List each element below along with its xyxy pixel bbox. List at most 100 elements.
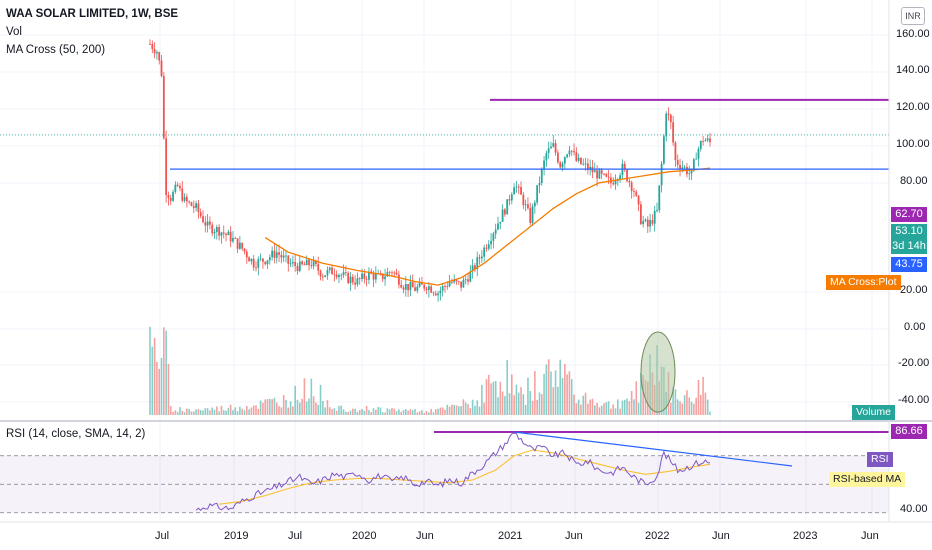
volume-bar xyxy=(227,408,230,415)
bar-countdown-tag: 3d 14h xyxy=(891,239,927,254)
candle-body xyxy=(536,185,539,203)
candle-body xyxy=(515,186,518,188)
volume-bar xyxy=(391,407,393,415)
candle-body xyxy=(644,219,647,221)
candle-body xyxy=(266,260,269,265)
volume-bar xyxy=(437,408,439,415)
candle-body xyxy=(199,212,202,217)
candle-body xyxy=(547,148,550,153)
currency-badge[interactable]: INR xyxy=(901,7,925,25)
volume-bar xyxy=(699,394,702,415)
volume-bar xyxy=(508,393,511,415)
volume-highlight-ellipse[interactable] xyxy=(640,331,676,413)
candle-body xyxy=(646,219,649,227)
candle-body xyxy=(626,169,628,182)
candle-body xyxy=(206,221,209,226)
volume-bar xyxy=(421,410,423,415)
rsi-high-tag[interactable]: 86.66 xyxy=(891,424,927,439)
volume-bar xyxy=(418,411,421,415)
candle-body xyxy=(649,220,651,227)
candle-body xyxy=(245,251,248,258)
candle-body xyxy=(262,258,264,262)
time-tick: 2023 xyxy=(793,530,818,542)
candle-body xyxy=(676,160,679,165)
volume-bar xyxy=(225,410,227,415)
candle-body xyxy=(566,154,569,158)
candle-body xyxy=(552,143,555,147)
candle-body xyxy=(688,173,691,175)
price-tick: -40.00 xyxy=(898,394,930,406)
candle-body xyxy=(501,209,504,222)
volume-bar xyxy=(211,407,214,415)
volume-bar xyxy=(335,410,338,415)
candle-body xyxy=(381,273,384,280)
candle-body xyxy=(363,273,366,279)
candle-body xyxy=(563,157,566,164)
volume-legend[interactable]: Vol xyxy=(6,26,22,38)
resistance-price-tag[interactable]: 62.70 xyxy=(891,207,927,222)
candle-body xyxy=(236,238,239,249)
volume-bar xyxy=(232,410,234,415)
volume-bar xyxy=(458,406,460,415)
volume-bar xyxy=(460,406,462,415)
volume-bar xyxy=(358,409,361,415)
candle-body xyxy=(494,229,497,234)
price-tick: 0.00 xyxy=(904,321,926,333)
ma-cross-legend[interactable]: MA Cross (50, 200) xyxy=(6,44,106,56)
candle-body xyxy=(653,210,656,224)
support-price-tag[interactable]: 43.75 xyxy=(891,257,927,272)
candle-body xyxy=(347,272,350,284)
candle-body xyxy=(706,138,709,141)
candle-body xyxy=(220,232,223,236)
candle-body xyxy=(255,267,257,269)
volume-bar xyxy=(642,375,644,415)
candle-body xyxy=(598,170,601,179)
volume-tag: Volume xyxy=(852,405,896,420)
volume-bar xyxy=(704,392,707,415)
candle-body xyxy=(225,233,227,236)
volume-bar xyxy=(381,412,384,415)
volume-bar xyxy=(540,394,543,415)
candle-body xyxy=(480,256,483,259)
candle-body xyxy=(298,261,301,272)
candle-body xyxy=(660,163,663,186)
volume-bar xyxy=(402,410,405,415)
volume-bar xyxy=(296,399,299,415)
volume-bar xyxy=(474,405,476,415)
candle-body xyxy=(455,279,458,282)
candle-body xyxy=(165,138,168,196)
volume-bar xyxy=(637,402,640,415)
candle-body xyxy=(192,206,195,208)
candle-body xyxy=(197,203,200,213)
volume-bar xyxy=(577,399,580,415)
candle-body xyxy=(543,160,545,169)
candle-body xyxy=(483,247,486,257)
candle-body xyxy=(204,222,207,226)
candle-body xyxy=(358,278,361,280)
price-candles[interactable] xyxy=(149,39,711,302)
volume-bar xyxy=(591,398,594,415)
volume-bar xyxy=(566,374,568,415)
candle-body xyxy=(522,194,525,206)
volume-bar xyxy=(255,405,257,415)
last-price-tag[interactable]: 53.10 xyxy=(891,224,927,239)
candle-body xyxy=(356,278,359,285)
symbol-title[interactable]: WAA SOLAR LIMITED, 1W, BSE xyxy=(6,8,179,20)
candle-body xyxy=(195,203,197,208)
price-tick: 20.00 xyxy=(900,284,928,296)
candle-body xyxy=(702,141,704,142)
volume-bar xyxy=(534,371,536,415)
volume-bar xyxy=(709,411,711,415)
volume-bar xyxy=(695,397,697,415)
candle-body xyxy=(409,281,412,291)
rsi-legend[interactable]: RSI (14, close, SMA, 14, 2) xyxy=(6,428,146,440)
candle-body xyxy=(174,184,177,192)
time-tick: Jun xyxy=(861,530,879,542)
candle-body xyxy=(490,240,492,245)
volume-bar xyxy=(209,410,211,415)
candle-body xyxy=(510,194,513,201)
volume-bar xyxy=(199,410,202,415)
candle-body xyxy=(328,267,331,271)
volume-bar xyxy=(183,412,186,415)
